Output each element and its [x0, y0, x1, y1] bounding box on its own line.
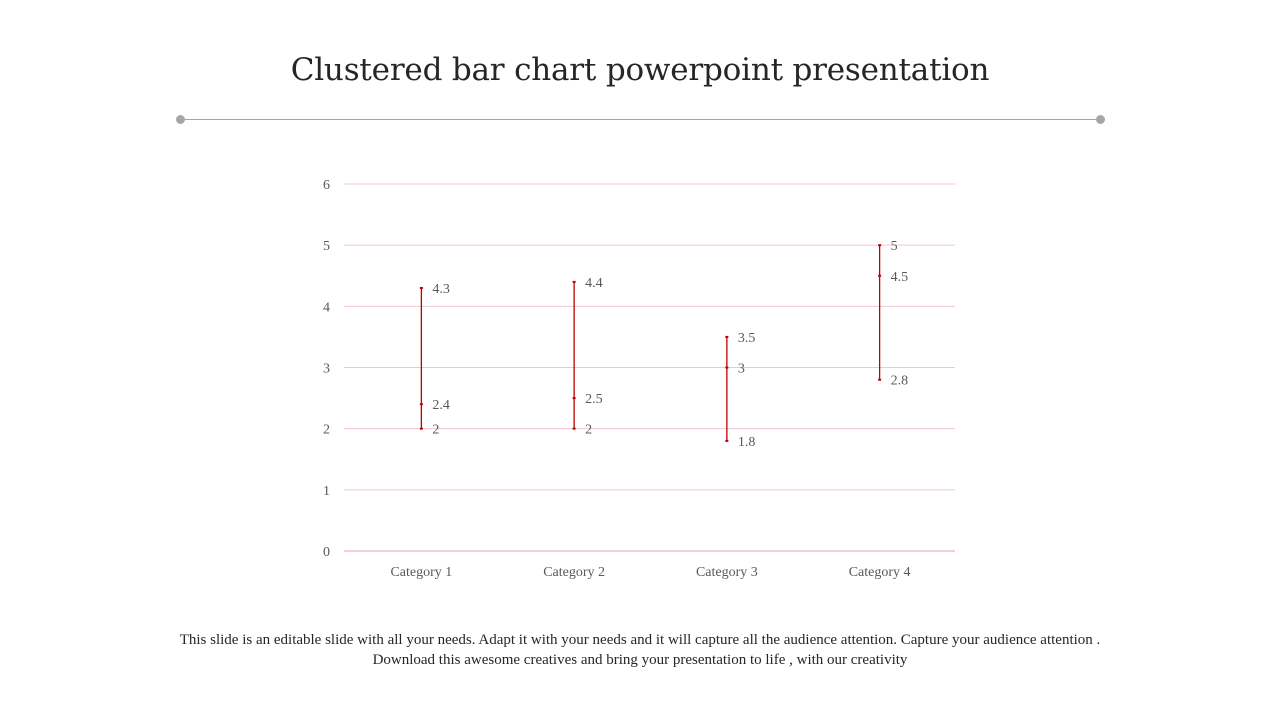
data-label: 5: [891, 239, 898, 254]
footer-line-2: Download this awesome creatives and brin…: [372, 652, 908, 668]
y-tick-label: 3: [323, 362, 330, 377]
x-tick-label: Category 4: [849, 565, 911, 580]
data-label: 4.4: [585, 276, 603, 291]
x-tick-label: Category 1: [390, 565, 452, 580]
data-label: 4.3: [432, 282, 450, 297]
data-label: 2.4: [432, 398, 450, 413]
divider-right-dot: [1096, 115, 1105, 124]
y-tick-label: 6: [323, 178, 330, 193]
data-label: 2.5: [585, 392, 603, 407]
x-tick-label: Category 3: [696, 565, 758, 580]
footer-description: This slide is an editable slide with all…: [0, 630, 1280, 670]
x-tick-label: Category 2: [543, 565, 605, 580]
data-label: 2: [432, 423, 439, 438]
y-tick-label: 0: [323, 545, 330, 560]
data-label: 3: [738, 362, 745, 377]
data-label: 1.8: [738, 435, 756, 450]
data-label: 3.5: [738, 331, 756, 346]
y-tick-label: 1: [323, 484, 330, 499]
y-tick-label: 5: [323, 239, 330, 254]
data-label: 2: [585, 423, 592, 438]
slide-title: Clustered bar chart powerpoint presentat…: [290, 52, 990, 88]
divider-left-dot: [176, 115, 185, 124]
data-label: 2.8: [891, 374, 909, 389]
y-tick-label: 4: [323, 300, 330, 315]
footer-line-1: This slide is an editable slide with all…: [179, 632, 1101, 648]
data-label: 4.5: [891, 270, 909, 285]
y-tick-label: 2: [323, 423, 330, 438]
title-divider: [181, 119, 1101, 120]
